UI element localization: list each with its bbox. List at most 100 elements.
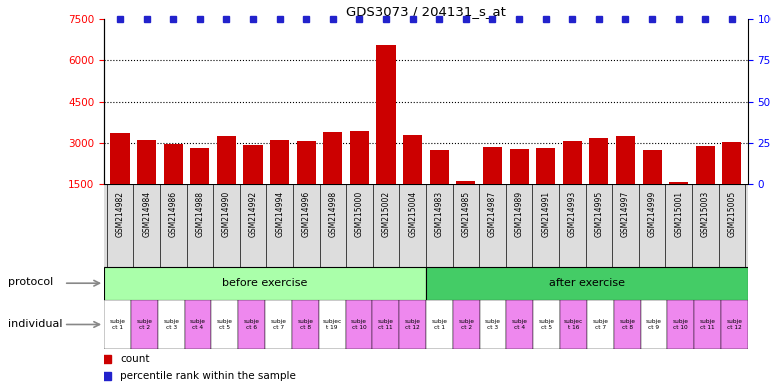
Bar [265,300,292,349]
Bar [507,300,534,349]
Bar [429,150,449,225]
Bar [587,300,614,349]
Bar [668,300,694,349]
Text: subje
ct 11: subje ct 11 [378,319,394,330]
Bar [722,142,742,225]
Text: GSM215004: GSM215004 [408,191,417,237]
Text: subjec
t 16: subjec t 16 [564,319,583,330]
Bar [244,145,263,225]
Text: GSM214998: GSM214998 [328,191,338,237]
Text: subje
ct 4: subje ct 4 [190,319,206,330]
Text: after exercise: after exercise [549,278,625,288]
Text: count: count [120,354,150,364]
Text: protocol: protocol [8,277,53,287]
Bar [426,300,453,349]
Bar [345,300,372,349]
Text: subje
ct 12: subje ct 12 [726,319,742,330]
Bar [403,135,423,225]
Text: subjec
t 19: subjec t 19 [322,319,342,330]
Bar [510,149,529,225]
Bar [184,300,211,349]
Bar [480,300,507,349]
Bar [721,300,748,349]
Bar [350,131,369,225]
Text: GSM214992: GSM214992 [248,191,258,237]
Bar [456,181,476,225]
Bar [372,300,399,349]
Bar [318,300,345,349]
Text: GSM214989: GSM214989 [514,191,524,237]
Text: GSM214995: GSM214995 [594,191,604,237]
Bar [642,150,662,225]
Text: GSM214982: GSM214982 [116,191,125,237]
Bar [297,141,316,225]
Text: subje
ct 7: subje ct 7 [592,319,608,330]
Text: GSM214985: GSM214985 [461,191,470,237]
Bar [104,300,131,349]
Text: GSM215002: GSM215002 [382,191,391,237]
Text: GSM214990: GSM214990 [222,191,231,237]
Text: subje
ct 9: subje ct 9 [646,319,662,330]
Bar [323,132,342,225]
Bar [158,300,184,349]
Text: GSM214996: GSM214996 [301,191,311,237]
Text: GSM214986: GSM214986 [169,191,178,237]
Text: subje
ct 6: subje ct 6 [244,319,260,330]
Bar [483,147,502,225]
Bar [110,133,130,225]
Bar [563,141,582,225]
Text: GSM214988: GSM214988 [195,191,204,237]
Text: subje
ct 7: subje ct 7 [271,319,287,330]
Bar [426,267,748,300]
Text: subje
ct 11: subje ct 11 [699,319,715,330]
Text: percentile rank within the sample: percentile rank within the sample [120,371,296,381]
Text: GSM215000: GSM215000 [355,191,364,237]
Text: GSM214983: GSM214983 [435,191,444,237]
Text: subje
ct 3: subje ct 3 [163,319,179,330]
Bar [616,136,635,225]
Bar [131,300,158,349]
Text: subje
ct 4: subje ct 4 [512,319,528,330]
Bar [534,300,560,349]
Text: GSM214984: GSM214984 [142,191,151,237]
Text: subje
ct 8: subje ct 8 [619,319,635,330]
Bar [137,140,157,225]
Bar [238,300,265,349]
Bar [376,45,396,225]
Bar [211,300,238,349]
Text: GSM214991: GSM214991 [541,191,550,237]
Text: subje
ct 5: subje ct 5 [539,319,554,330]
Title: GDS3073 / 204131_s_at: GDS3073 / 204131_s_at [346,5,506,18]
Text: subje
ct 5: subje ct 5 [217,319,233,330]
Text: subje
ct 10: subje ct 10 [351,319,367,330]
Text: GSM215003: GSM215003 [701,191,710,237]
Bar [217,136,236,225]
Text: subje
ct 8: subje ct 8 [298,319,313,330]
Text: subje
ct 10: subje ct 10 [673,319,689,330]
Bar [453,300,480,349]
Text: subje
ct 2: subje ct 2 [136,319,153,330]
Bar [560,300,587,349]
Bar [270,140,289,225]
Text: GSM214997: GSM214997 [621,191,630,237]
Bar [163,144,183,225]
Bar [536,148,555,225]
Bar [669,182,689,225]
Bar [104,267,426,300]
Bar [641,300,668,349]
Text: subje
ct 12: subje ct 12 [405,319,420,330]
Text: subje
ct 3: subje ct 3 [485,319,501,330]
Text: GSM214994: GSM214994 [275,191,284,237]
Text: GSM215005: GSM215005 [727,191,736,237]
Text: GSM215001: GSM215001 [674,191,683,237]
Bar [190,148,210,225]
Bar [614,300,641,349]
Text: subje
ct 2: subje ct 2 [458,319,474,330]
Bar [589,137,608,225]
Text: before exercise: before exercise [222,278,308,288]
Text: subje
ct 1: subje ct 1 [432,319,447,330]
Bar [292,300,318,349]
Text: GSM214999: GSM214999 [648,191,657,237]
Text: GSM214987: GSM214987 [488,191,497,237]
Bar [695,146,715,225]
